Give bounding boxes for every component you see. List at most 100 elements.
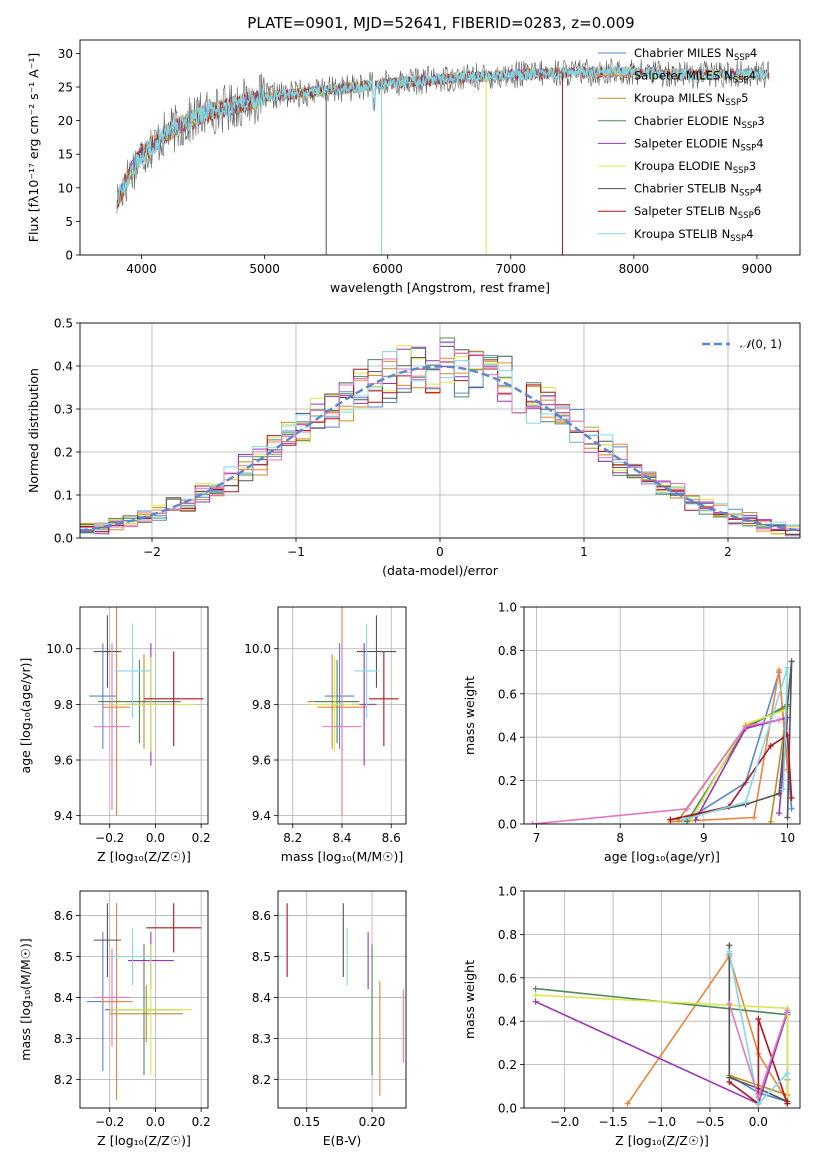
mass-weight-marker <box>784 1007 791 1014</box>
spectrum-plot-area <box>116 58 770 255</box>
spectrum-xtick-label: 9000 <box>742 262 773 276</box>
panel-spectrum: 4000 5000 6000 7000 8000 9000 0 5 10 15 20 25 30 wave… <box>26 39 801 295</box>
spectrum-xlabel: wavelength [Angstrom, rest frame] <box>330 280 550 295</box>
legend-entry: Chabrier ELODIE NSSP3 <box>634 114 765 131</box>
mass_weight_vs_Z-ytick-label: 0.0 <box>498 1102 517 1116</box>
residuals-xlabel: (data-model)/error <box>382 563 499 578</box>
mass_weight_vs_Z-ylabel: mass weight <box>462 960 477 1039</box>
figure-title: PLATE=0901, MJD=52641, FIBERID=0283, z=0… <box>247 14 634 32</box>
legend-value: 3 <box>757 114 764 128</box>
mass_vs_Z-plot-area <box>80 891 208 1108</box>
mass_weight_vs_age-ytick-label: 0.4 <box>498 731 517 745</box>
age_vs_Z-ytick-label: 10.0 <box>46 642 73 656</box>
legend-entry: Salpeter ELODIE NSSP4 <box>634 136 764 153</box>
mass_weight_vs_Z-xlabel: Z [log₁₀(Z/Z☉)] <box>615 1133 709 1148</box>
mass_weight_vs_Z-xtick-label: −2.0 <box>550 1115 579 1129</box>
panel-mass_vs_Z: −0.2 0.0 0.2 8.2 8.3 8.4 8.5 8.6 Z [log₁₀(Z/Z☉)]… <box>18 890 211 1148</box>
legend-value: 3 <box>749 159 756 173</box>
legend-entry: 𝒩(0, 1) <box>740 337 782 351</box>
mass_weight_vs_Z-frame <box>523 890 801 1109</box>
legend-sub: SSP <box>738 211 754 221</box>
residuals-plot-area <box>80 323 800 538</box>
age_vs_Z-ytick-label: 9.6 <box>54 754 73 768</box>
mass_vs_Z-frame <box>79 890 209 1109</box>
age_vs_mass-xtick-label: 8.2 <box>283 831 302 845</box>
mass_weight_vs_age-ytick-label: 0.6 <box>498 687 517 701</box>
mass_weight_vs_age-ytick-label: 0.2 <box>498 774 517 788</box>
mass_vs_ebv-ytick-label: 8.5 <box>252 950 271 964</box>
age_vs_mass-ytick-label: 9.4 <box>252 809 271 823</box>
spectrum-ytick-label: 10 <box>58 181 73 195</box>
age_vs_mass-ytick-label: 9.8 <box>252 698 271 712</box>
mass_weight_vs_age-ytick-label: 0.8 <box>498 644 517 658</box>
spectrum-ytick-label: 0 <box>65 249 73 263</box>
legend-n: N <box>722 227 731 241</box>
legend-args: (0, 1) <box>751 337 782 351</box>
spectrum-ytick-label: 15 <box>58 148 73 162</box>
age_vs_mass-xlabel: mass [log₁₀(M/M☉)] <box>281 849 403 864</box>
mass_weight_vs_Z-ytick-label: 0.8 <box>498 928 517 942</box>
mass-weight-marker <box>784 1100 791 1107</box>
mass-weight-marker <box>726 1078 733 1085</box>
mass_weight_vs_age-xtick-label: 8 <box>616 831 624 845</box>
legend-name: Salpeter STELIB <box>634 204 725 218</box>
spectrum-ytick-label: 25 <box>58 81 73 95</box>
panels: 4000 5000 6000 7000 8000 9000051015202530wave… <box>18 39 801 1148</box>
mass-weight-marker <box>776 790 783 797</box>
mass-weight-marker <box>667 816 674 823</box>
legend-sub: SSP <box>733 166 749 176</box>
age_vs_mass-plot-area <box>278 607 406 824</box>
legend-sub: SSP <box>740 143 756 153</box>
age_vs_Z-frame <box>79 606 209 825</box>
mass_weight_vs_age-ylabel: mass weight <box>462 676 477 755</box>
spectrum-xtick-label: 6000 <box>372 262 403 276</box>
mass-weight-marker <box>742 723 749 730</box>
mass_weight_vs_age-frame <box>523 606 801 825</box>
legend-entry: Kroupa ELODIE NSSP3 <box>634 159 756 176</box>
panel-residuals: −2 −1 0 1 2 0.0 0.1 0.2 0.3 0.4 0.5 (data-model)/er… <box>26 317 801 578</box>
mass_vs_Z-ylabel: mass [log₁₀(M/M☉)] <box>18 938 33 1060</box>
mass_vs_ebv-ytick-label: 8.4 <box>252 991 271 1005</box>
mass-weight-marker <box>532 992 539 999</box>
mass_weight_vs_age-xtick-label: 7 <box>533 831 541 845</box>
spectrum-series-line <box>116 65 770 205</box>
legend-value: 4 <box>749 69 756 83</box>
mass_vs_Z-ytick-label: 8.5 <box>54 950 73 964</box>
mass-weight-series-line <box>532 719 780 824</box>
legend-value: 4 <box>756 136 763 150</box>
spectrum-ylabel: Flux [fλ10⁻¹⁷ erg cm⁻² s⁻¹ A⁻¹] <box>26 53 41 242</box>
age_vs_mass-frame <box>277 606 407 825</box>
mass-weight-marker <box>726 948 733 955</box>
mass_vs_Z-ytick-label: 8.3 <box>54 1032 73 1046</box>
legend-name: Chabrier MILES <box>634 46 721 60</box>
legend-entry: Salpeter STELIB NSSP6 <box>634 204 761 221</box>
legend-name: Salpeter ELODIE <box>634 136 728 150</box>
legend-sub: SSP <box>741 121 757 131</box>
mass_weight_vs_age-xlabel: age [log₁₀(age/yr)] <box>604 849 720 864</box>
residuals-xtick-label: −1 <box>287 545 305 559</box>
mass-weight-marker <box>767 742 774 749</box>
legend-value: 6 <box>754 204 761 218</box>
mass-weight-marker <box>679 816 686 823</box>
mass-weight-marker <box>788 794 795 801</box>
legend-n: N <box>717 91 726 105</box>
mass_vs_ebv-frame <box>277 890 407 1109</box>
legend-n: N <box>729 204 738 218</box>
mass_weight_vs_age-xtick-label: 9 <box>700 831 708 845</box>
spectrum-xtick-label: 7000 <box>495 262 526 276</box>
mass_vs_Z-xtick-label: 0.0 <box>146 1115 165 1129</box>
spectrum-frame <box>79 39 801 256</box>
residuals-ytick-label: 0.0 <box>54 532 73 546</box>
mass-weight-series-line <box>728 945 788 1103</box>
mass-weight-marker <box>755 1094 762 1101</box>
legend-entry: Chabrier MILES NSSP4 <box>634 46 757 63</box>
mass-weight-marker <box>776 716 783 723</box>
panel-mass_weight_vs_Z: −2.0 −1.5 −1.0 −0.5 0.0 0.0 0.2 0.4 0.6 0.8 1.0 Z [… <box>462 885 801 1148</box>
spectrum-xtick-label: 8000 <box>619 262 650 276</box>
age_vs_Z-xtick-label: 0.2 <box>192 831 211 845</box>
mass_weight_vs_Z-xtick-label: −0.5 <box>695 1115 724 1129</box>
age_vs_mass-xtick-label: 8.6 <box>382 831 401 845</box>
age_vs_Z-xlabel: Z [log₁₀(Z/Z☉)] <box>97 849 191 864</box>
mass_vs_Z-ytick-label: 8.4 <box>54 991 73 1005</box>
